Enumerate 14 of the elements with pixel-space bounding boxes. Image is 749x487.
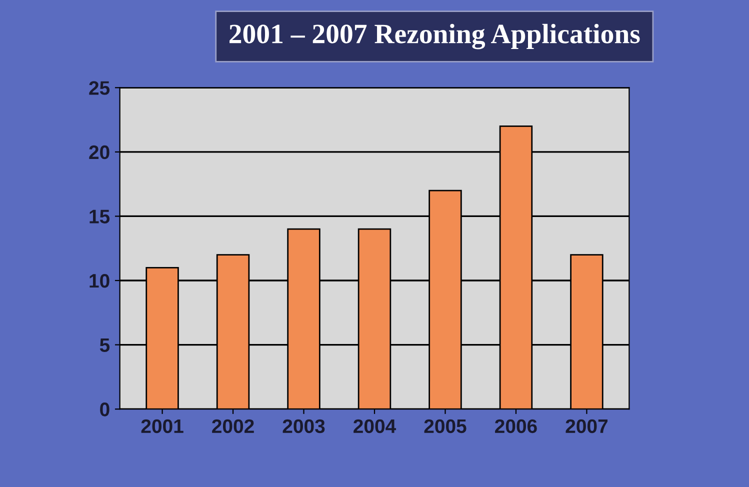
y-tick-label: 0 [100, 402, 110, 416]
y-tick-label: 5 [100, 338, 110, 352]
x-tick-label: 2003 [282, 419, 325, 434]
x-tick-label: 2004 [354, 419, 396, 434]
x-tick-label: 2001 [141, 419, 184, 434]
chart-title: 2001 – 2007 Rezoning Applications [230, 24, 640, 50]
y-tick-label: 25 [89, 81, 110, 95]
y-tick-label: 15 [90, 210, 110, 224]
x-tick-label: 2002 [212, 419, 254, 434]
x-tick-label: 2005 [424, 419, 466, 434]
x-tick-label: 2006 [495, 419, 537, 434]
y-tick-label: 20 [89, 145, 110, 160]
y-tick-label: 10 [90, 274, 110, 288]
x-tick-label: 2007 [566, 419, 608, 434]
